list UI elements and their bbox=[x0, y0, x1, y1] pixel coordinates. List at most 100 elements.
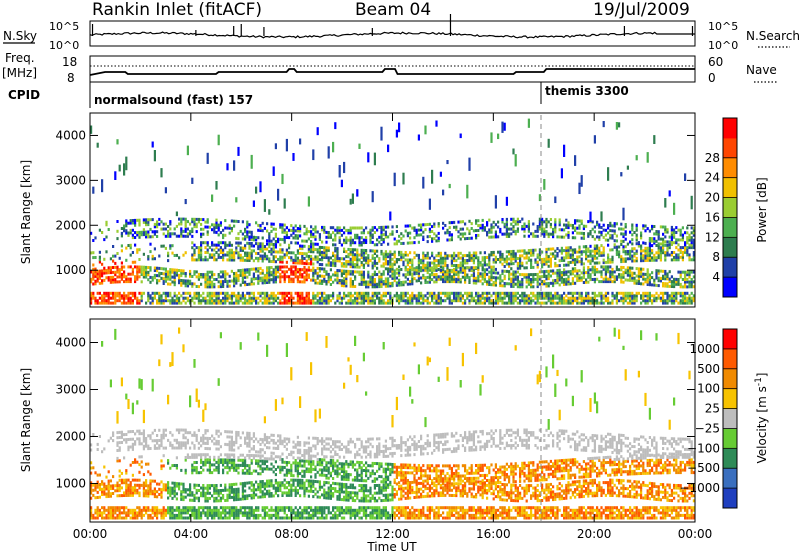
power-cell bbox=[459, 237, 462, 241]
power-cell bbox=[288, 275, 291, 279]
power-cell bbox=[250, 254, 253, 258]
velocity-cell bbox=[147, 506, 150, 510]
power-cell bbox=[688, 294, 691, 298]
power-cell bbox=[211, 241, 214, 245]
power-cell bbox=[512, 257, 515, 261]
power-cell bbox=[310, 299, 313, 303]
power-cell bbox=[532, 278, 535, 281]
power-cell bbox=[134, 236, 137, 239]
power-cell bbox=[92, 239, 95, 242]
power-cell bbox=[334, 261, 337, 265]
power-cell bbox=[415, 228, 418, 232]
power-cell bbox=[560, 273, 563, 277]
power-cell bbox=[290, 296, 293, 300]
power-cell bbox=[424, 294, 427, 298]
power-cell bbox=[153, 296, 156, 300]
power-cell bbox=[571, 277, 574, 281]
power-cell bbox=[690, 226, 693, 230]
power-cell bbox=[325, 253, 328, 257]
power-cell bbox=[362, 278, 365, 281]
power-cell bbox=[534, 248, 537, 252]
power-cell bbox=[217, 255, 220, 259]
power-cell bbox=[516, 249, 519, 253]
power-cell bbox=[607, 301, 610, 305]
power-cell bbox=[103, 291, 106, 295]
power-cell bbox=[387, 279, 390, 283]
power-cell bbox=[613, 231, 616, 235]
power-cell bbox=[589, 299, 592, 303]
power-cell bbox=[490, 235, 493, 239]
power-cell bbox=[545, 296, 548, 300]
power-cell bbox=[417, 258, 420, 262]
power-cell bbox=[178, 234, 181, 238]
power-cell bbox=[501, 218, 504, 221]
power-cell bbox=[213, 285, 216, 289]
power-cell bbox=[488, 255, 491, 259]
power-cell bbox=[538, 270, 541, 274]
power-cell bbox=[219, 231, 222, 235]
power-cell bbox=[189, 301, 192, 305]
power-cell bbox=[505, 225, 508, 229]
velocity-cell bbox=[131, 493, 134, 497]
power-cell bbox=[373, 278, 376, 281]
power-cell bbox=[171, 275, 174, 279]
power-cell bbox=[224, 226, 227, 230]
power-cell bbox=[426, 240, 429, 244]
power-cell bbox=[272, 270, 275, 274]
power-cell bbox=[224, 294, 227, 298]
velocity-cell bbox=[120, 481, 123, 485]
power-cell bbox=[635, 226, 638, 230]
power-cell bbox=[662, 277, 665, 281]
velocity-cell bbox=[149, 513, 152, 517]
power-cell bbox=[334, 233, 337, 237]
power-cell bbox=[549, 218, 552, 221]
power-cell bbox=[250, 230, 253, 234]
power-cell bbox=[90, 299, 93, 303]
power-cell bbox=[435, 254, 438, 258]
power-cell bbox=[107, 299, 110, 303]
velocity-cell bbox=[118, 469, 121, 473]
power-cell bbox=[457, 280, 460, 284]
power-cell bbox=[602, 301, 605, 305]
power-cell bbox=[125, 280, 128, 284]
power-cell bbox=[648, 256, 651, 260]
power-cell bbox=[305, 299, 308, 303]
power-cell bbox=[321, 291, 324, 295]
power-cell bbox=[127, 272, 130, 276]
power-cell bbox=[604, 270, 607, 274]
power-cell bbox=[118, 273, 121, 276]
velocity-cell bbox=[145, 437, 148, 440]
power-cell bbox=[574, 248, 577, 252]
power-cell bbox=[272, 247, 275, 251]
power-cell bbox=[343, 276, 346, 280]
power-cell bbox=[114, 273, 117, 277]
power-cell bbox=[497, 294, 500, 298]
power-cell bbox=[503, 257, 506, 261]
power-cell bbox=[332, 294, 335, 298]
power-cell bbox=[312, 296, 315, 300]
power-cell bbox=[673, 285, 676, 289]
velocity-cell bbox=[118, 446, 121, 450]
power-cell bbox=[404, 275, 407, 279]
power-cell bbox=[365, 291, 368, 295]
power-cell bbox=[690, 296, 693, 300]
power-cell bbox=[675, 291, 678, 295]
power-cell bbox=[681, 246, 684, 250]
power-cell bbox=[373, 294, 376, 298]
nsearch-tick-top: 10^5 bbox=[708, 20, 738, 33]
power-cell bbox=[593, 251, 596, 255]
power-cell bbox=[349, 231, 352, 235]
power-cell bbox=[147, 235, 150, 239]
velocity-cell bbox=[92, 493, 95, 497]
power-cell bbox=[431, 237, 434, 241]
power-cell bbox=[615, 301, 618, 305]
power-cell bbox=[334, 254, 337, 258]
power-cell bbox=[281, 238, 284, 242]
power-cell bbox=[602, 265, 605, 269]
power-cell bbox=[679, 282, 682, 286]
power-cell bbox=[219, 246, 222, 250]
power-cell bbox=[290, 229, 293, 232]
power-cell bbox=[314, 296, 317, 300]
power-cell bbox=[384, 301, 387, 305]
power-cell bbox=[167, 291, 170, 295]
